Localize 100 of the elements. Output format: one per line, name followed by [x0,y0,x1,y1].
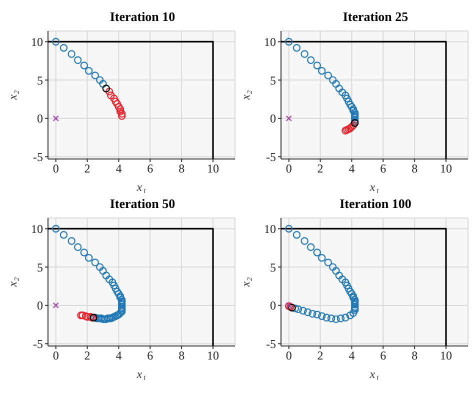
point [112,284,120,292]
point [336,314,345,322]
point [96,76,104,84]
point [105,88,114,96]
x-tick-label: 8 [412,348,418,363]
point [102,84,110,92]
point [110,282,118,290]
x-tick-label: 8 [412,162,418,176]
y-tick-label: 5 [270,73,276,88]
point [113,288,121,296]
x-tick-label: 0 [286,162,292,176]
point [114,103,123,111]
point [108,278,116,286]
point [112,98,120,106]
point [99,80,107,88]
x-tick-label: 10 [440,162,452,176]
x-tick-label: 4 [116,348,122,363]
point [105,275,114,284]
y-tick-label: 5 [37,260,43,274]
point [329,76,337,84]
point [335,84,343,92]
chart-title: Iteration 10 [108,8,176,25]
point [68,237,76,245]
point [107,92,115,100]
point [116,105,124,114]
point [338,275,346,284]
y-axis-title: x₂ [5,277,20,288]
x-tick-label: 2 [317,348,324,363]
point [308,310,316,318]
point [85,67,93,75]
point [74,243,82,251]
point [324,258,332,266]
point [338,88,346,96]
point [332,80,340,88]
x-tick-label: 6 [147,162,154,176]
point [332,315,340,324]
point [346,288,354,296]
x-tick-label: 4 [116,162,122,176]
point [116,108,124,116]
point [52,302,59,308]
x-tick-label: 10 [440,348,452,363]
point [113,100,121,108]
point [348,290,356,298]
x-tick-label: 8 [178,162,185,176]
chart-title: Iteration 25 [342,8,410,25]
x-tick-label: 0 [286,348,292,363]
point [286,115,292,122]
point [327,314,336,322]
point [307,243,315,251]
point [91,72,99,80]
point [291,304,299,312]
point [300,50,308,58]
point [285,224,293,233]
x-tick-label: 10 [207,348,219,363]
point [324,72,332,80]
point [292,44,301,52]
point [343,282,351,290]
point [52,224,60,233]
point [346,311,354,320]
x-tick-label: 2 [317,162,324,176]
point [344,284,352,292]
point [110,94,118,102]
point [318,254,326,262]
point [304,308,312,316]
y-axis-title: x₂ [238,90,252,101]
y-tick-label: 5 [37,73,43,88]
x-tick-label: 6 [380,348,386,363]
y-tick-label: 10 [31,34,43,49]
point [80,62,88,70]
x-tick-label: 6 [380,162,386,176]
y-axis-title: x₂ [238,277,252,288]
point [99,267,107,275]
point [74,56,82,64]
x-tick-label: 4 [348,348,355,363]
point [342,278,350,286]
point [322,314,330,322]
y-tick-label: -5 [266,150,276,164]
point [91,258,99,266]
point [285,38,293,46]
x-tick-label: 8 [178,348,185,363]
point [332,267,340,275]
point [342,92,350,100]
point [96,263,104,271]
y-tick-label: 5 [270,260,276,274]
y-axis-title: x₂ [5,90,20,101]
point [52,38,60,46]
point [300,237,308,245]
point [60,231,68,239]
y-tick-label: -5 [33,336,43,351]
x-tick-label: 2 [84,348,90,363]
point [313,248,321,256]
point [118,110,126,118]
point [292,231,301,239]
x-tick-label: 0 [52,162,59,176]
chart-title: Iteration 50 [108,195,176,212]
point [60,44,68,52]
point [52,115,59,122]
chart-title: Iteration 100 [338,195,412,212]
y-tick-label: 0 [37,112,43,126]
point [344,98,352,106]
